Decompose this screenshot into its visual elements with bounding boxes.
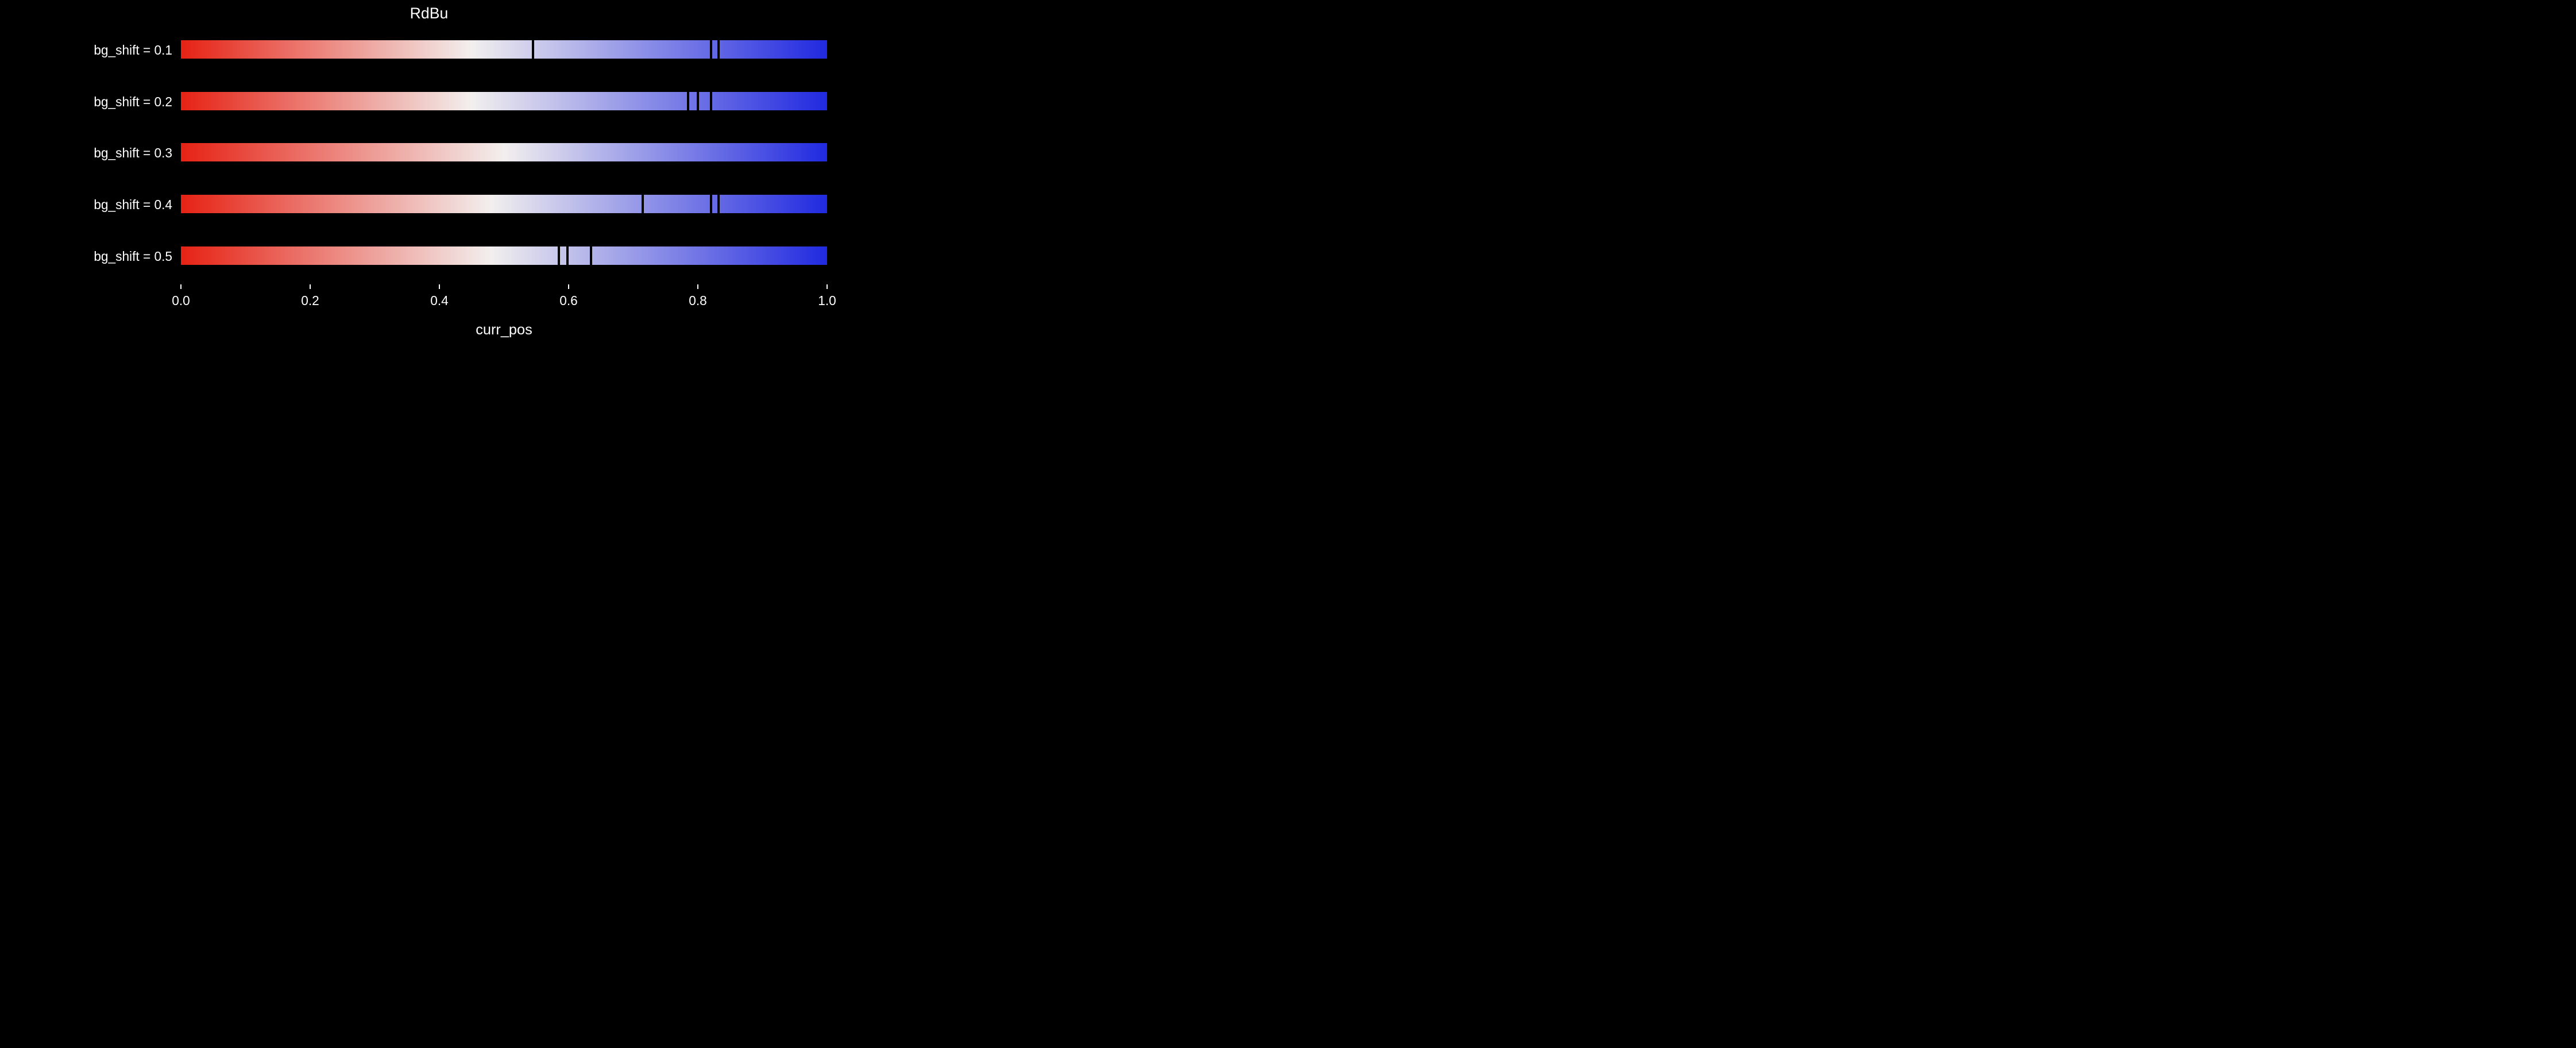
bar-3-marker-2	[717, 195, 720, 213]
bar-0-marker-1	[710, 40, 712, 59]
bar-4-marker-1	[566, 246, 569, 265]
x-label-5: 1.0	[810, 293, 844, 309]
bar-0-marker-2	[717, 40, 720, 59]
chart-title: RdBu	[372, 5, 486, 22]
x-label-2: 0.4	[422, 293, 457, 309]
x-label-4: 0.8	[681, 293, 715, 309]
gradient-bar-0	[181, 40, 827, 59]
gradient-bar-1	[181, 92, 827, 110]
y-label-1: bg_shift = 0.2	[94, 94, 172, 110]
x-axis-title: curr_pos	[447, 322, 562, 338]
x-tick-3	[568, 284, 569, 289]
x-label-1: 0.2	[293, 293, 327, 309]
x-tick-5	[827, 284, 828, 289]
x-tick-0	[180, 284, 181, 289]
bar-3-marker-0	[642, 195, 644, 213]
bar-0-marker-0	[532, 40, 534, 59]
x-label-0: 0.0	[164, 293, 198, 309]
bar-1-marker-1	[697, 92, 699, 110]
bar-1-marker-0	[687, 92, 689, 110]
bar-4-marker-2	[590, 246, 592, 265]
x-label-3: 0.6	[551, 293, 586, 309]
x-tick-2	[439, 284, 440, 289]
bar-4-marker-0	[558, 246, 560, 265]
y-label-2: bg_shift = 0.3	[94, 145, 172, 161]
y-label-0: bg_shift = 0.1	[94, 43, 172, 58]
y-label-4: bg_shift = 0.5	[94, 249, 172, 264]
bar-3-marker-1	[710, 195, 712, 213]
x-tick-1	[310, 284, 311, 289]
gradient-bar-3	[181, 195, 827, 213]
x-tick-4	[697, 284, 698, 289]
bar-1-marker-2	[710, 92, 712, 110]
rdbu-chart: RdBu bg_shift = 0.1 bg_shift = 0.2 bg_shif…	[0, 0, 859, 349]
gradient-bar-2	[181, 143, 827, 161]
y-label-3: bg_shift = 0.4	[94, 197, 172, 213]
gradient-bar-4	[181, 246, 827, 265]
